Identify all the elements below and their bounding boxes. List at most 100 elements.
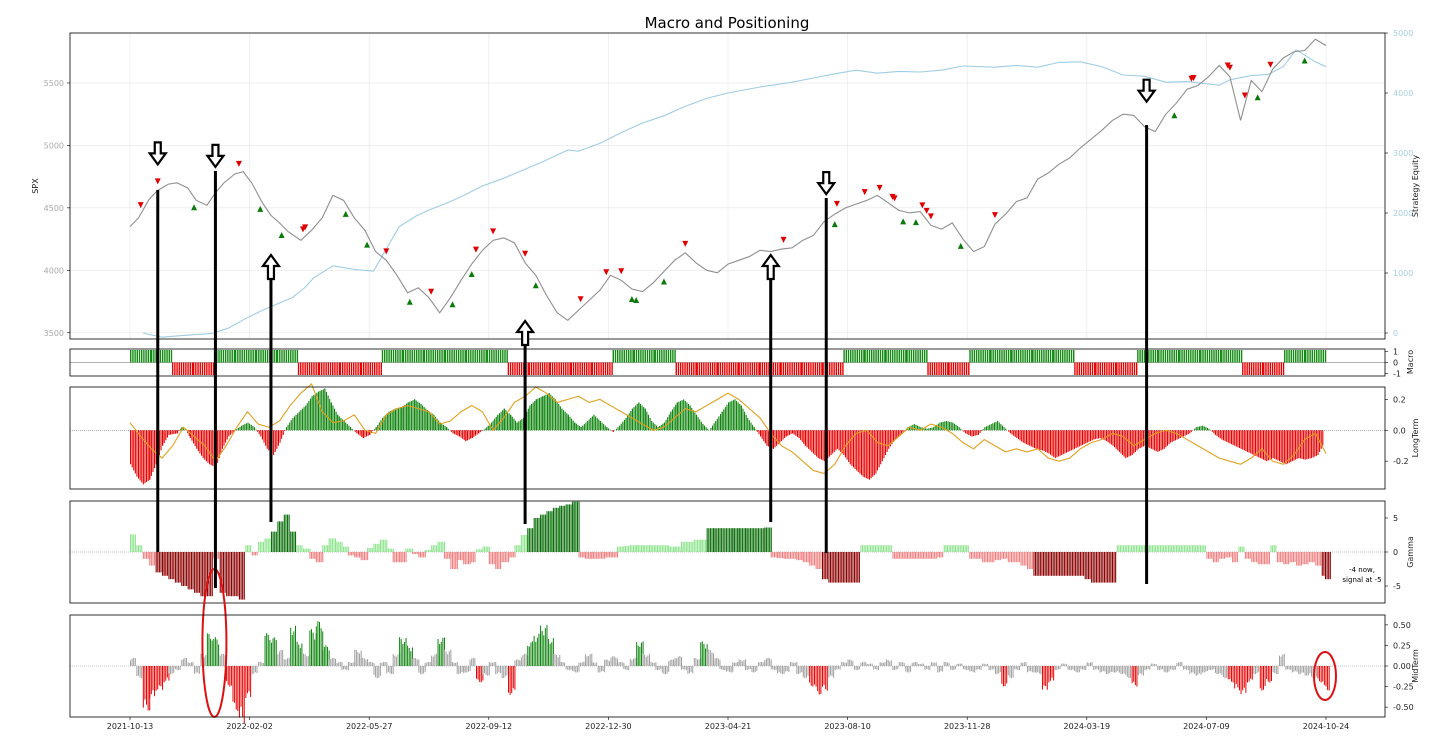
gamma-bar bbox=[708, 528, 710, 552]
macro-bar bbox=[1028, 350, 1031, 363]
midterm-bar bbox=[1147, 666, 1149, 669]
longterm-bar bbox=[1166, 430, 1168, 446]
macro-bar bbox=[1320, 350, 1322, 363]
midterm-bar bbox=[908, 666, 910, 673]
gamma-bar bbox=[964, 545, 966, 552]
gamma-bar bbox=[206, 552, 208, 597]
gamma-bar bbox=[306, 548, 308, 552]
longterm-bar bbox=[356, 430, 358, 434]
macro-bar bbox=[837, 362, 840, 375]
gamma-bar bbox=[961, 545, 963, 552]
macro-bar bbox=[642, 350, 644, 363]
gamma-bar bbox=[986, 552, 989, 563]
midterm-bar bbox=[1090, 662, 1092, 666]
longterm-bar bbox=[1141, 430, 1143, 448]
gamma-bar bbox=[599, 552, 601, 559]
midterm-bar bbox=[759, 661, 761, 666]
midterm-bar bbox=[299, 648, 301, 666]
macro-bar bbox=[572, 362, 575, 375]
midterm-bar bbox=[1035, 666, 1037, 674]
longterm-bar bbox=[1016, 430, 1018, 438]
sell-signal-marker bbox=[472, 246, 479, 253]
longterm-bar bbox=[462, 430, 464, 439]
gamma-bar bbox=[655, 545, 657, 552]
macro-bar bbox=[462, 350, 464, 363]
gamma-bar bbox=[1238, 546, 1240, 552]
longterm-bar bbox=[394, 408, 396, 431]
gamma-bar bbox=[1087, 552, 1089, 580]
macro-bar bbox=[1114, 362, 1117, 375]
midterm-bar bbox=[964, 666, 966, 670]
gamma-bar bbox=[512, 552, 514, 558]
longterm-bar bbox=[1179, 430, 1181, 438]
longterm-bar bbox=[716, 418, 718, 431]
gamma-bar bbox=[327, 545, 329, 552]
macro-bar bbox=[726, 362, 728, 375]
midterm-bar bbox=[655, 662, 657, 666]
midterm-bar bbox=[1141, 666, 1143, 675]
longterm-bar bbox=[729, 401, 731, 431]
gamma-bar bbox=[485, 546, 487, 552]
gamma-bar bbox=[1103, 552, 1105, 583]
gamma-bar bbox=[416, 552, 418, 555]
gamma-bar bbox=[338, 541, 340, 552]
macro-bar bbox=[569, 362, 571, 375]
gamma-bar bbox=[791, 552, 793, 559]
midterm-bar bbox=[1198, 666, 1200, 674]
longterm-bar bbox=[836, 430, 839, 449]
longterm-bar bbox=[276, 430, 278, 449]
gamma-bar bbox=[1235, 552, 1237, 563]
gamma-bar bbox=[314, 552, 316, 559]
gamma-bar bbox=[298, 545, 300, 552]
gamma-bar bbox=[1326, 552, 1328, 580]
y-tick-label: 0.50 bbox=[1393, 621, 1411, 630]
longterm-bar bbox=[700, 421, 702, 431]
midterm-bar bbox=[134, 658, 136, 666]
gamma-bar bbox=[985, 552, 987, 563]
midterm-bar bbox=[1014, 666, 1016, 670]
midterm-bar bbox=[732, 662, 734, 666]
midterm-bar bbox=[506, 666, 508, 676]
midterm-bar bbox=[429, 661, 431, 666]
macro-bar bbox=[835, 362, 838, 375]
longterm-bar bbox=[1168, 430, 1170, 445]
midterm-bar bbox=[437, 639, 439, 666]
gamma-bar bbox=[525, 535, 527, 552]
macro-bar bbox=[1206, 350, 1209, 363]
midterm-bar bbox=[439, 643, 441, 666]
longterm-bar bbox=[572, 420, 574, 431]
midterm-bar bbox=[1051, 666, 1053, 678]
midterm-bar bbox=[527, 645, 529, 666]
gamma-bar bbox=[724, 528, 726, 552]
up-arrow-annotation bbox=[514, 319, 536, 347]
macro-bar bbox=[199, 362, 201, 375]
midterm-bar bbox=[535, 641, 537, 666]
sell-signal-marker bbox=[1241, 92, 1248, 99]
longterm-bar bbox=[1254, 430, 1257, 456]
gamma-bar bbox=[818, 552, 820, 569]
longterm-bar bbox=[146, 430, 148, 483]
gamma-bar bbox=[658, 545, 660, 552]
longterm-bar bbox=[1295, 430, 1297, 460]
gamma-bar bbox=[697, 539, 699, 552]
longterm-bar bbox=[683, 399, 685, 431]
longterm-bar bbox=[1174, 430, 1176, 441]
macro-bar bbox=[360, 362, 363, 375]
macro-bar bbox=[961, 362, 963, 375]
longterm-bar bbox=[1306, 430, 1308, 460]
gamma-bar bbox=[158, 552, 160, 573]
longterm-bar bbox=[583, 424, 585, 431]
longterm-bar bbox=[144, 430, 146, 484]
longterm-bar bbox=[627, 415, 629, 431]
longterm-bar bbox=[1154, 430, 1156, 451]
macro-bar bbox=[1062, 350, 1064, 363]
macro-bar bbox=[1158, 350, 1160, 363]
longterm-bar bbox=[728, 402, 730, 431]
midterm-bar bbox=[1323, 666, 1325, 686]
midterm-bar bbox=[421, 666, 423, 675]
longterm-bar bbox=[1091, 430, 1093, 441]
macro-bar bbox=[808, 362, 810, 375]
macro-bar bbox=[1288, 350, 1290, 363]
midterm-bar bbox=[311, 629, 313, 666]
gamma-bar bbox=[1300, 552, 1303, 566]
